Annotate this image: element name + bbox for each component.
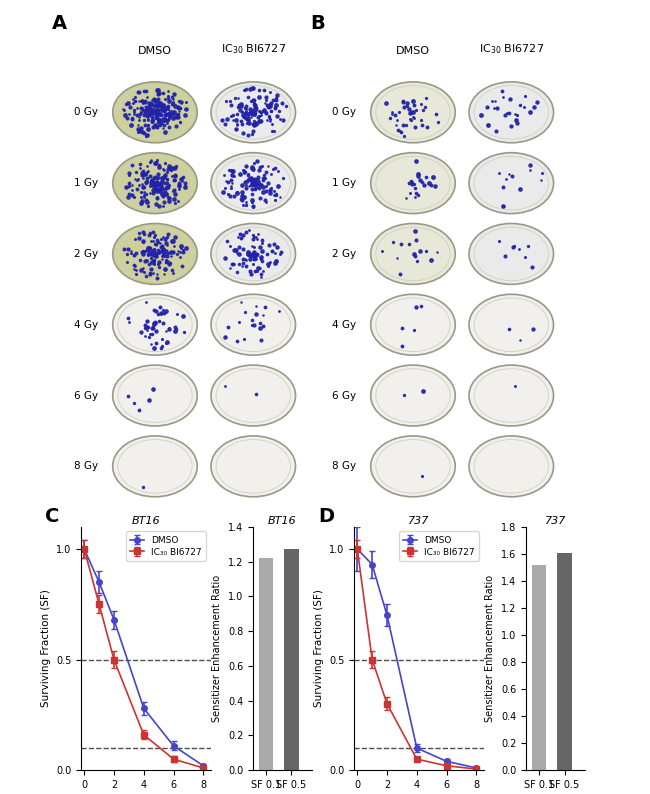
Bar <box>558 553 571 770</box>
Circle shape <box>469 82 554 143</box>
Text: 6 Gy: 6 Gy <box>332 391 356 400</box>
Title: 737: 737 <box>545 516 566 526</box>
Y-axis label: Surviving Fraction (SF): Surviving Fraction (SF) <box>314 590 324 707</box>
Text: A: A <box>52 14 67 33</box>
Circle shape <box>370 152 455 214</box>
Text: DMSO: DMSO <box>138 46 172 56</box>
Text: DMSO: DMSO <box>396 46 430 56</box>
Circle shape <box>211 365 296 426</box>
Text: 4 Gy: 4 Gy <box>332 320 356 330</box>
Circle shape <box>112 152 197 214</box>
Text: 0 Gy: 0 Gy <box>74 107 98 118</box>
Y-axis label: Sensitizer Enhancement Ratio: Sensitizer Enhancement Ratio <box>486 575 495 722</box>
Circle shape <box>370 295 455 355</box>
Circle shape <box>469 295 554 355</box>
Circle shape <box>370 365 455 426</box>
Circle shape <box>112 295 197 355</box>
Text: IC$_{30}$ BI6727: IC$_{30}$ BI6727 <box>478 42 544 56</box>
Text: 2 Gy: 2 Gy <box>332 249 356 259</box>
Text: 4 Gy: 4 Gy <box>74 320 98 330</box>
Circle shape <box>469 152 554 214</box>
Circle shape <box>112 436 197 497</box>
Bar <box>532 565 546 770</box>
Bar <box>285 549 298 770</box>
Circle shape <box>112 82 197 143</box>
Text: C: C <box>45 507 59 526</box>
Circle shape <box>211 436 296 497</box>
Text: 0 Gy: 0 Gy <box>332 107 356 118</box>
Y-axis label: Surviving Fraction (SF): Surviving Fraction (SF) <box>40 590 51 707</box>
Title: BT16: BT16 <box>268 516 297 526</box>
Circle shape <box>112 223 197 284</box>
Text: 8 Gy: 8 Gy <box>332 461 356 472</box>
Circle shape <box>112 365 197 426</box>
Legend: DMSO, IC₃₀ BI6727: DMSO, IC₃₀ BI6727 <box>399 531 479 561</box>
Circle shape <box>211 295 296 355</box>
Circle shape <box>211 223 296 284</box>
Y-axis label: Sensitizer Enhancement Ratio: Sensitizer Enhancement Ratio <box>213 575 222 722</box>
Title: BT16: BT16 <box>132 516 161 526</box>
Text: 1 Gy: 1 Gy <box>74 178 98 188</box>
Circle shape <box>469 223 554 284</box>
Circle shape <box>469 365 554 426</box>
Text: D: D <box>318 507 334 526</box>
Circle shape <box>211 152 296 214</box>
Title: 737: 737 <box>408 516 430 526</box>
Circle shape <box>370 223 455 284</box>
Bar <box>259 558 273 770</box>
Text: B: B <box>310 14 324 33</box>
Circle shape <box>211 82 296 143</box>
Text: 8 Gy: 8 Gy <box>74 461 98 472</box>
Text: 6 Gy: 6 Gy <box>74 391 98 400</box>
Text: IC$_{30}$ BI6727: IC$_{30}$ BI6727 <box>221 42 286 56</box>
Circle shape <box>370 436 455 497</box>
Legend: DMSO, IC₃₀ BI6727: DMSO, IC₃₀ BI6727 <box>126 531 206 561</box>
Circle shape <box>469 436 554 497</box>
Text: 1 Gy: 1 Gy <box>332 178 356 188</box>
Text: 2 Gy: 2 Gy <box>74 249 98 259</box>
Circle shape <box>370 82 455 143</box>
